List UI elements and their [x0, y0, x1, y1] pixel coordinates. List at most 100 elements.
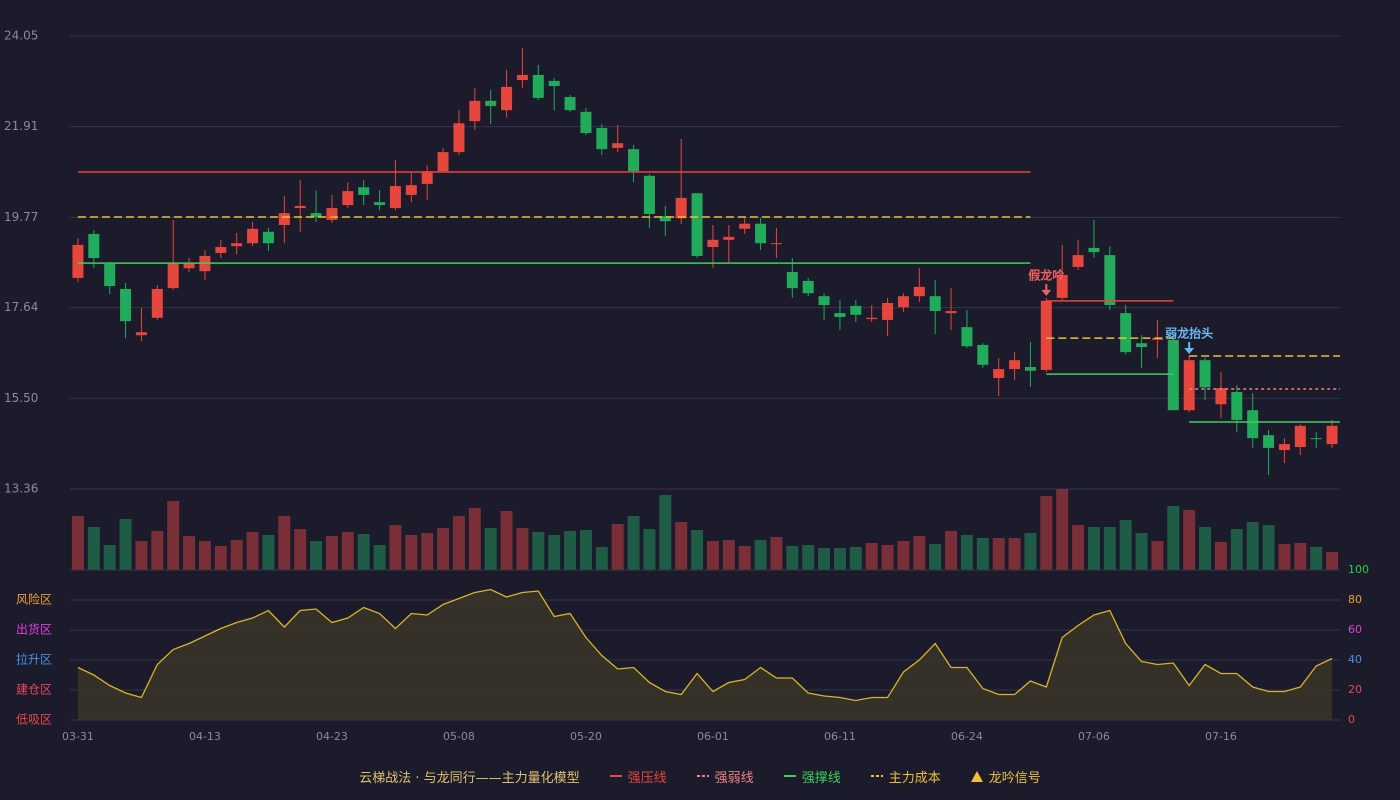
legend-label: 强弱线	[714, 770, 754, 786]
candle-body	[913, 286, 925, 297]
volume-bar	[1230, 529, 1243, 570]
volume-bar	[119, 519, 132, 570]
candle-body	[628, 149, 640, 172]
candle-body	[786, 272, 798, 289]
candle-body	[342, 191, 354, 206]
legend-swatch	[970, 770, 983, 782]
x-tick-label: 06-24	[951, 730, 983, 743]
candle-body	[1040, 300, 1052, 370]
volume-bar	[802, 545, 815, 570]
volume-bar	[183, 536, 196, 570]
candle-body	[675, 197, 687, 219]
zone-label: 拉升区	[16, 652, 52, 667]
annotation-label: 假龙吟	[1028, 267, 1064, 282]
x-tick-label: 03-31	[62, 730, 94, 743]
volume-bar	[71, 516, 84, 570]
volume-bar	[214, 546, 227, 570]
candle-body	[183, 263, 195, 269]
y2-tick-label: 60	[1348, 623, 1362, 636]
x-tick-label: 07-16	[1205, 730, 1237, 743]
candle-body	[516, 74, 528, 81]
volume-bar	[960, 535, 973, 570]
volume-bar	[325, 536, 338, 570]
legend-label: 主力成本	[888, 770, 941, 786]
candle-body	[453, 123, 465, 153]
volume-bar	[595, 547, 608, 570]
volume-bar	[818, 548, 831, 570]
candle-body	[88, 233, 100, 259]
candle-body	[659, 216, 671, 222]
volume-bar	[1119, 520, 1132, 570]
volume-bar	[706, 541, 719, 570]
candle-body	[643, 175, 655, 214]
volume-bar	[1135, 533, 1148, 570]
y-tick-label: 15.50	[4, 391, 38, 405]
volume-bar	[1103, 527, 1116, 570]
volume-bar	[833, 548, 846, 570]
candle-body	[501, 86, 513, 111]
volume-bar	[437, 528, 450, 570]
zone-label: 出货区	[16, 622, 52, 637]
annotation-arrowhead	[1184, 347, 1195, 354]
candle-body	[739, 223, 751, 229]
legend: 云梯战法 · 与龙同行——主力量化模型 强压线 强弱线 强撑线 主力成本 龙吟信号	[0, 766, 1400, 786]
candle-body	[104, 263, 116, 287]
volume-bar	[468, 508, 481, 570]
volume-bar	[167, 501, 180, 570]
candle-body	[1278, 444, 1290, 451]
legend-swatch	[783, 775, 796, 777]
volume-bar	[1183, 510, 1196, 570]
volume-bar	[1278, 544, 1291, 570]
candle-body	[135, 332, 147, 336]
volume-bar	[357, 534, 370, 570]
candle-body	[548, 80, 560, 87]
volume-bar	[659, 495, 672, 570]
volume-bar	[246, 532, 259, 570]
legend-swatch	[870, 775, 883, 777]
candle-body	[405, 185, 417, 195]
y2-tick-label: 100	[1348, 563, 1369, 576]
y-tick-label: 21.91	[4, 119, 38, 133]
legend-item: 主力成本	[870, 767, 941, 786]
candle-body	[723, 236, 735, 240]
candle-body	[834, 313, 846, 317]
candle-body	[1167, 339, 1179, 411]
legend-swatch	[609, 775, 622, 777]
volume-bar	[548, 535, 561, 570]
volume-bar	[198, 541, 211, 570]
volume-bar	[1199, 527, 1212, 570]
candle-body	[120, 288, 132, 322]
volume-bar	[500, 511, 513, 570]
volume-bar	[1246, 522, 1259, 570]
candle-body	[1072, 255, 1084, 267]
volume-bar	[992, 538, 1005, 570]
volume-bar	[1040, 496, 1053, 570]
volume-bar	[1024, 533, 1037, 570]
volume-bar	[643, 529, 656, 570]
candle-body	[993, 369, 1005, 378]
annotation-arrowhead	[1041, 289, 1052, 296]
candle-body	[326, 208, 338, 220]
volume-bar	[1294, 543, 1307, 570]
volume-bar	[1214, 542, 1227, 570]
volume-bar	[770, 537, 783, 570]
candle-body	[167, 263, 179, 289]
x-tick-label: 06-11	[824, 730, 856, 743]
legend-swatch	[696, 775, 709, 777]
candle-body	[1263, 435, 1275, 448]
candle-body	[897, 296, 909, 308]
y2-tick-label: 80	[1348, 593, 1362, 606]
candle-body	[1120, 313, 1132, 353]
candle-body	[1247, 410, 1259, 439]
candle-body	[1104, 255, 1116, 306]
volume-bar	[294, 529, 307, 570]
candle-body	[215, 247, 227, 253]
volume-bar	[627, 516, 640, 570]
candle-body	[532, 74, 544, 98]
zone-label: 建仓区	[16, 683, 52, 697]
volume-bar	[151, 531, 164, 570]
legend-label: 强撑线	[801, 770, 841, 786]
candle-body	[485, 100, 497, 106]
candle-body	[1294, 425, 1306, 448]
